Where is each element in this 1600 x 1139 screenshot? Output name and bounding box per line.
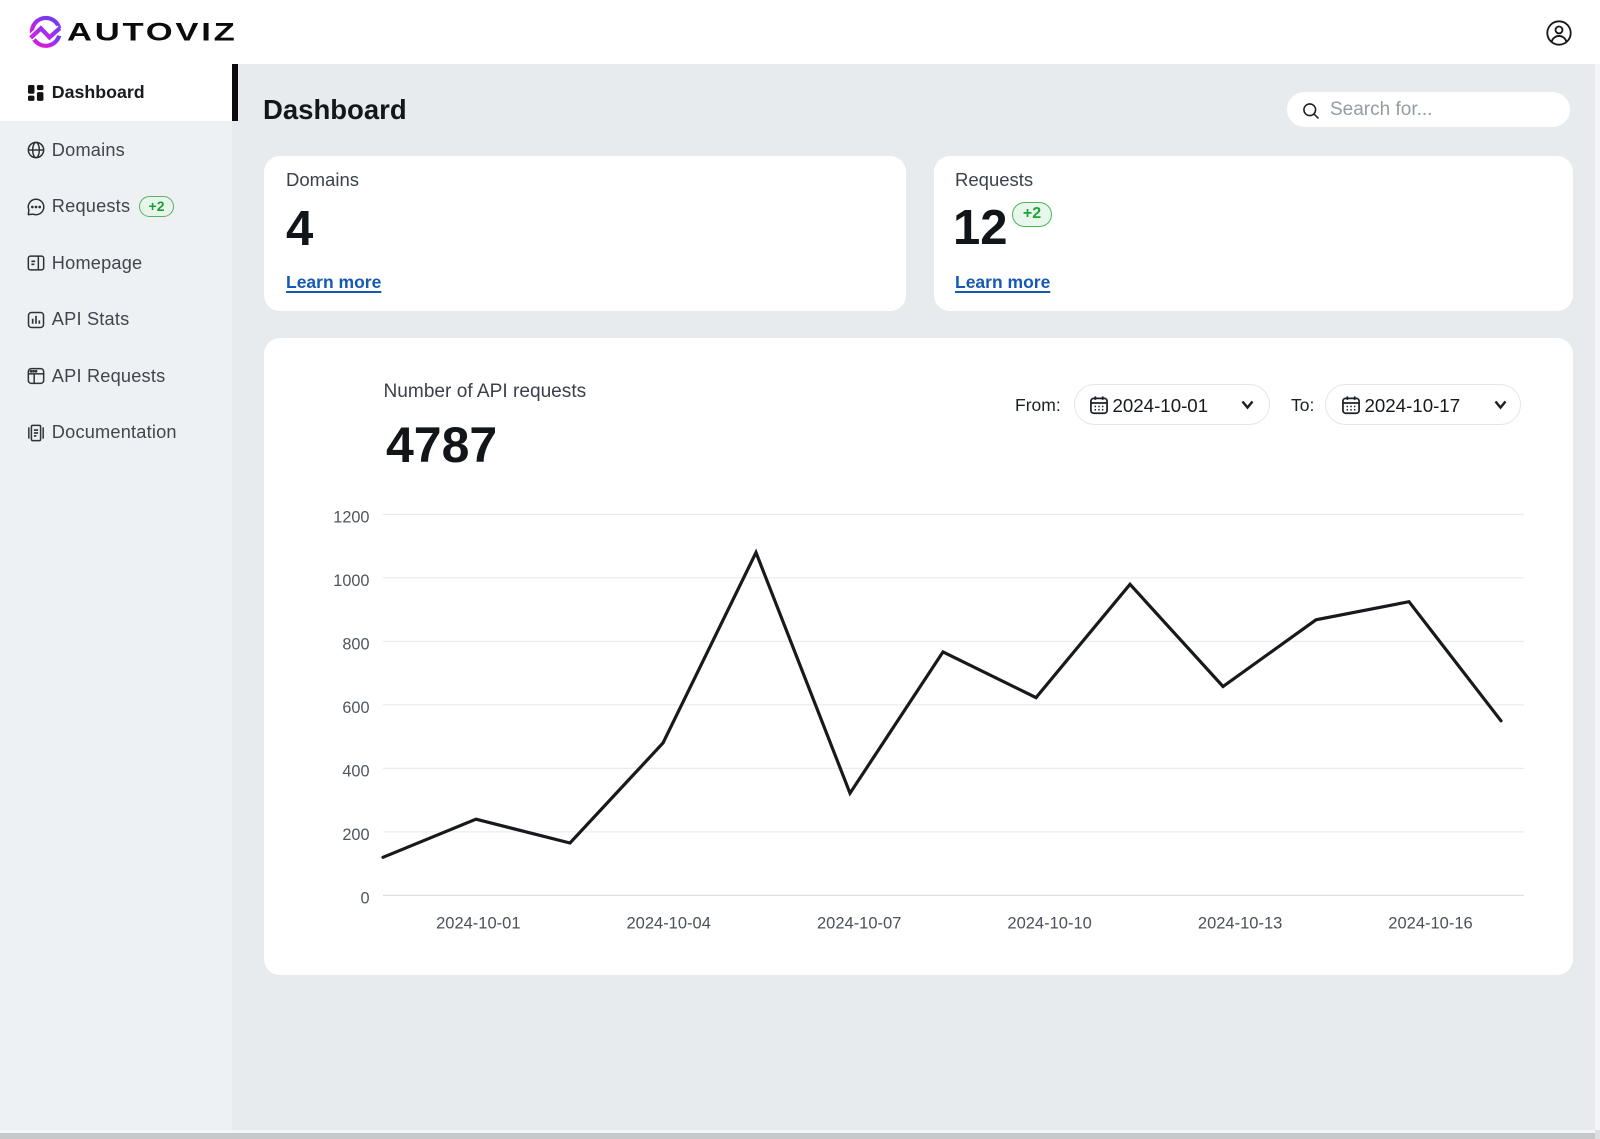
svg-text:2024-10-07: 2024-10-07 [817, 915, 901, 933]
svg-text:2024-10-16: 2024-10-16 [1388, 915, 1472, 933]
svg-text:1200: 1200 [333, 508, 369, 526]
svg-text:400: 400 [342, 762, 369, 780]
svg-text:AUTOVIZ: AUTOVIZ [67, 19, 238, 47]
svg-text:2024-10-01: 2024-10-01 [436, 915, 520, 933]
svg-text:200: 200 [342, 826, 369, 844]
svg-text:1000: 1000 [333, 572, 369, 590]
svg-text:2024-10-10: 2024-10-10 [1007, 915, 1091, 933]
svg-text:2024-10-04: 2024-10-04 [626, 915, 710, 933]
svg-text:600: 600 [342, 699, 369, 717]
svg-text:2024-10-13: 2024-10-13 [1198, 915, 1282, 933]
svg-text:800: 800 [342, 635, 369, 653]
svg-text:0: 0 [360, 889, 369, 907]
